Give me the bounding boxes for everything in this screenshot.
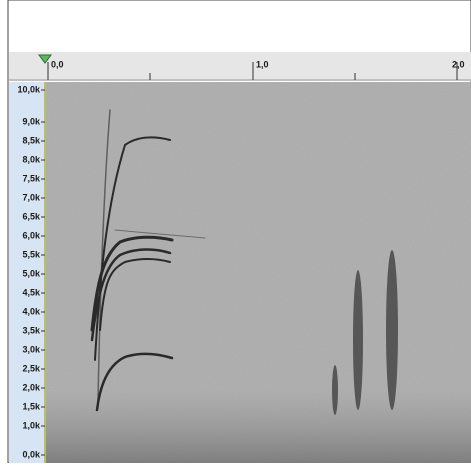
frequency-label: 2,5k bbox=[22, 363, 41, 373]
frequency-label: 3,0k bbox=[22, 344, 41, 354]
frequency-label: 3,5k bbox=[22, 325, 41, 335]
frequency-label: 1,5k bbox=[22, 401, 41, 411]
frequency-label: 5,0k bbox=[22, 268, 41, 278]
spectrogram bbox=[46, 82, 471, 463]
time-label: 2,0 bbox=[452, 59, 465, 69]
frequency-label: 8,5k bbox=[22, 135, 41, 145]
frequency-axis[interactable] bbox=[9, 82, 45, 463]
frequency-label: 8,0k bbox=[22, 154, 41, 164]
frequency-label: 6,5k bbox=[22, 211, 41, 221]
play-head[interactable] bbox=[38, 54, 52, 64]
time-label: 1,0 bbox=[256, 59, 269, 69]
frequency-label: 7,5k bbox=[22, 173, 41, 183]
frequency-label: 5,5k bbox=[22, 249, 41, 259]
frequency-label: 4,5k bbox=[22, 287, 41, 297]
frequency-label: 10,0k bbox=[17, 84, 41, 94]
frequency-label: 6,0k bbox=[22, 230, 41, 240]
frequency-label: 2,0k bbox=[22, 382, 41, 392]
timeline-ruler[interactable] bbox=[9, 52, 471, 81]
frequency-label: 9,0k bbox=[22, 116, 41, 126]
frequency-label: 1,0k bbox=[22, 420, 41, 430]
frequency-label: 7,0k bbox=[22, 192, 41, 202]
frequency-label: 0,0k bbox=[22, 449, 41, 459]
frequency-label: 4,0k bbox=[22, 306, 41, 316]
time-label: 0,0 bbox=[51, 59, 64, 69]
